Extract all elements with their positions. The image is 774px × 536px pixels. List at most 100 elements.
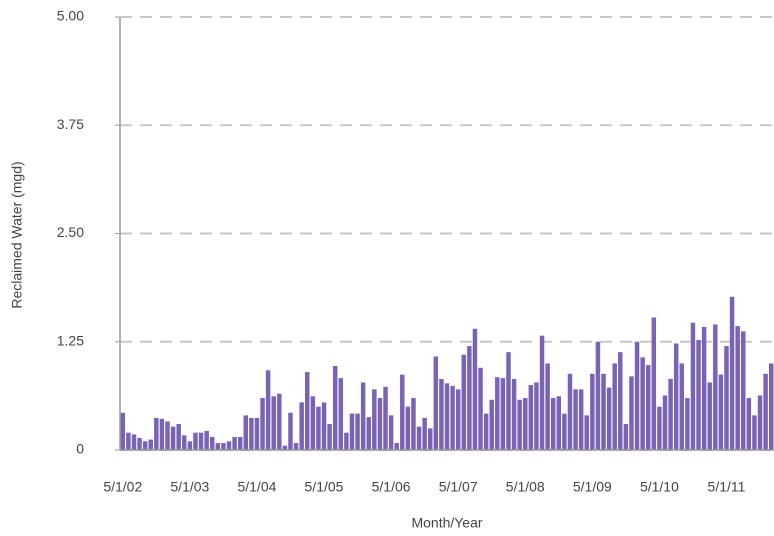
bar xyxy=(528,385,534,450)
bar xyxy=(193,432,198,450)
bar xyxy=(713,324,718,450)
bar xyxy=(288,412,293,450)
y-tick-label: 1.25 xyxy=(57,332,84,348)
x-tick-label: 5/1/05 xyxy=(305,479,344,495)
bar xyxy=(142,441,148,450)
bar xyxy=(310,396,316,450)
bar xyxy=(366,417,371,450)
bar xyxy=(467,346,472,450)
bar xyxy=(461,354,467,450)
bar xyxy=(701,327,707,450)
bar xyxy=(282,445,288,450)
bar xyxy=(198,432,204,450)
bar xyxy=(506,352,511,450)
bar xyxy=(131,434,137,450)
bar xyxy=(668,378,673,450)
bar xyxy=(221,443,226,450)
bar xyxy=(305,372,310,450)
bar xyxy=(154,417,159,450)
bar xyxy=(360,382,366,450)
bar xyxy=(182,435,187,450)
bar xyxy=(685,398,690,450)
bar xyxy=(383,386,388,450)
bar xyxy=(757,395,763,450)
bar xyxy=(495,377,500,450)
bar xyxy=(601,373,606,450)
bar xyxy=(439,378,444,450)
x-tick-label: 5/1/07 xyxy=(439,479,478,495)
bar xyxy=(232,437,237,450)
bar xyxy=(517,399,522,450)
bar xyxy=(444,383,450,450)
bar xyxy=(618,352,623,450)
bar xyxy=(606,387,612,450)
bar xyxy=(209,437,215,450)
bar xyxy=(299,402,304,450)
x-tick-label: 5/1/10 xyxy=(640,479,679,495)
bar xyxy=(562,413,567,450)
bar xyxy=(355,413,360,450)
bar xyxy=(612,363,617,450)
bar xyxy=(321,402,327,450)
bar xyxy=(433,356,439,450)
bar xyxy=(349,413,355,450)
x-tick-label: 5/1/04 xyxy=(237,479,276,495)
bar xyxy=(679,363,685,450)
x-tick-label: 5/1/08 xyxy=(506,479,545,495)
bar xyxy=(204,430,209,450)
bar xyxy=(411,398,416,450)
bar xyxy=(260,398,265,450)
bar xyxy=(741,331,746,450)
bar xyxy=(137,437,142,450)
bar xyxy=(226,441,232,450)
bar xyxy=(629,376,634,450)
bar xyxy=(645,365,651,450)
bar xyxy=(422,417,427,450)
bar xyxy=(657,406,662,450)
bar xyxy=(545,363,550,450)
bar xyxy=(550,398,556,450)
bar xyxy=(427,428,433,450)
bar xyxy=(735,326,740,450)
bar xyxy=(176,424,181,450)
bar xyxy=(327,424,332,450)
bar xyxy=(724,346,729,450)
bar xyxy=(372,389,377,450)
x-tick-label: 5/1/02 xyxy=(103,479,142,495)
bar xyxy=(489,399,494,450)
bar xyxy=(277,393,282,450)
bar xyxy=(148,439,153,450)
bar xyxy=(237,437,243,450)
bar xyxy=(405,406,411,450)
bar xyxy=(332,365,338,450)
bar xyxy=(523,398,528,450)
bar xyxy=(187,441,193,450)
bar xyxy=(651,317,657,450)
bar xyxy=(243,415,249,450)
bar xyxy=(159,418,165,450)
bar xyxy=(254,417,260,450)
bar xyxy=(696,340,701,450)
bar xyxy=(578,389,584,450)
bar xyxy=(511,378,517,450)
bar xyxy=(394,443,399,450)
bar xyxy=(573,389,578,450)
bar xyxy=(388,415,394,450)
bar xyxy=(768,363,774,450)
y-tick-label: 3.75 xyxy=(57,116,84,132)
bar xyxy=(338,378,344,450)
x-tick-label: 5/1/06 xyxy=(372,479,411,495)
bar xyxy=(215,443,221,450)
bar xyxy=(640,357,645,450)
bar xyxy=(752,415,757,450)
bar xyxy=(567,373,573,450)
bar xyxy=(344,432,349,450)
bar xyxy=(316,406,321,450)
bar xyxy=(718,374,724,450)
bar xyxy=(249,417,254,450)
bar xyxy=(377,398,383,450)
x-tick-label: 5/1/11 xyxy=(708,479,746,495)
bar xyxy=(707,382,712,450)
y-axis-label: Reclaimed Water (mgd) xyxy=(9,161,25,308)
